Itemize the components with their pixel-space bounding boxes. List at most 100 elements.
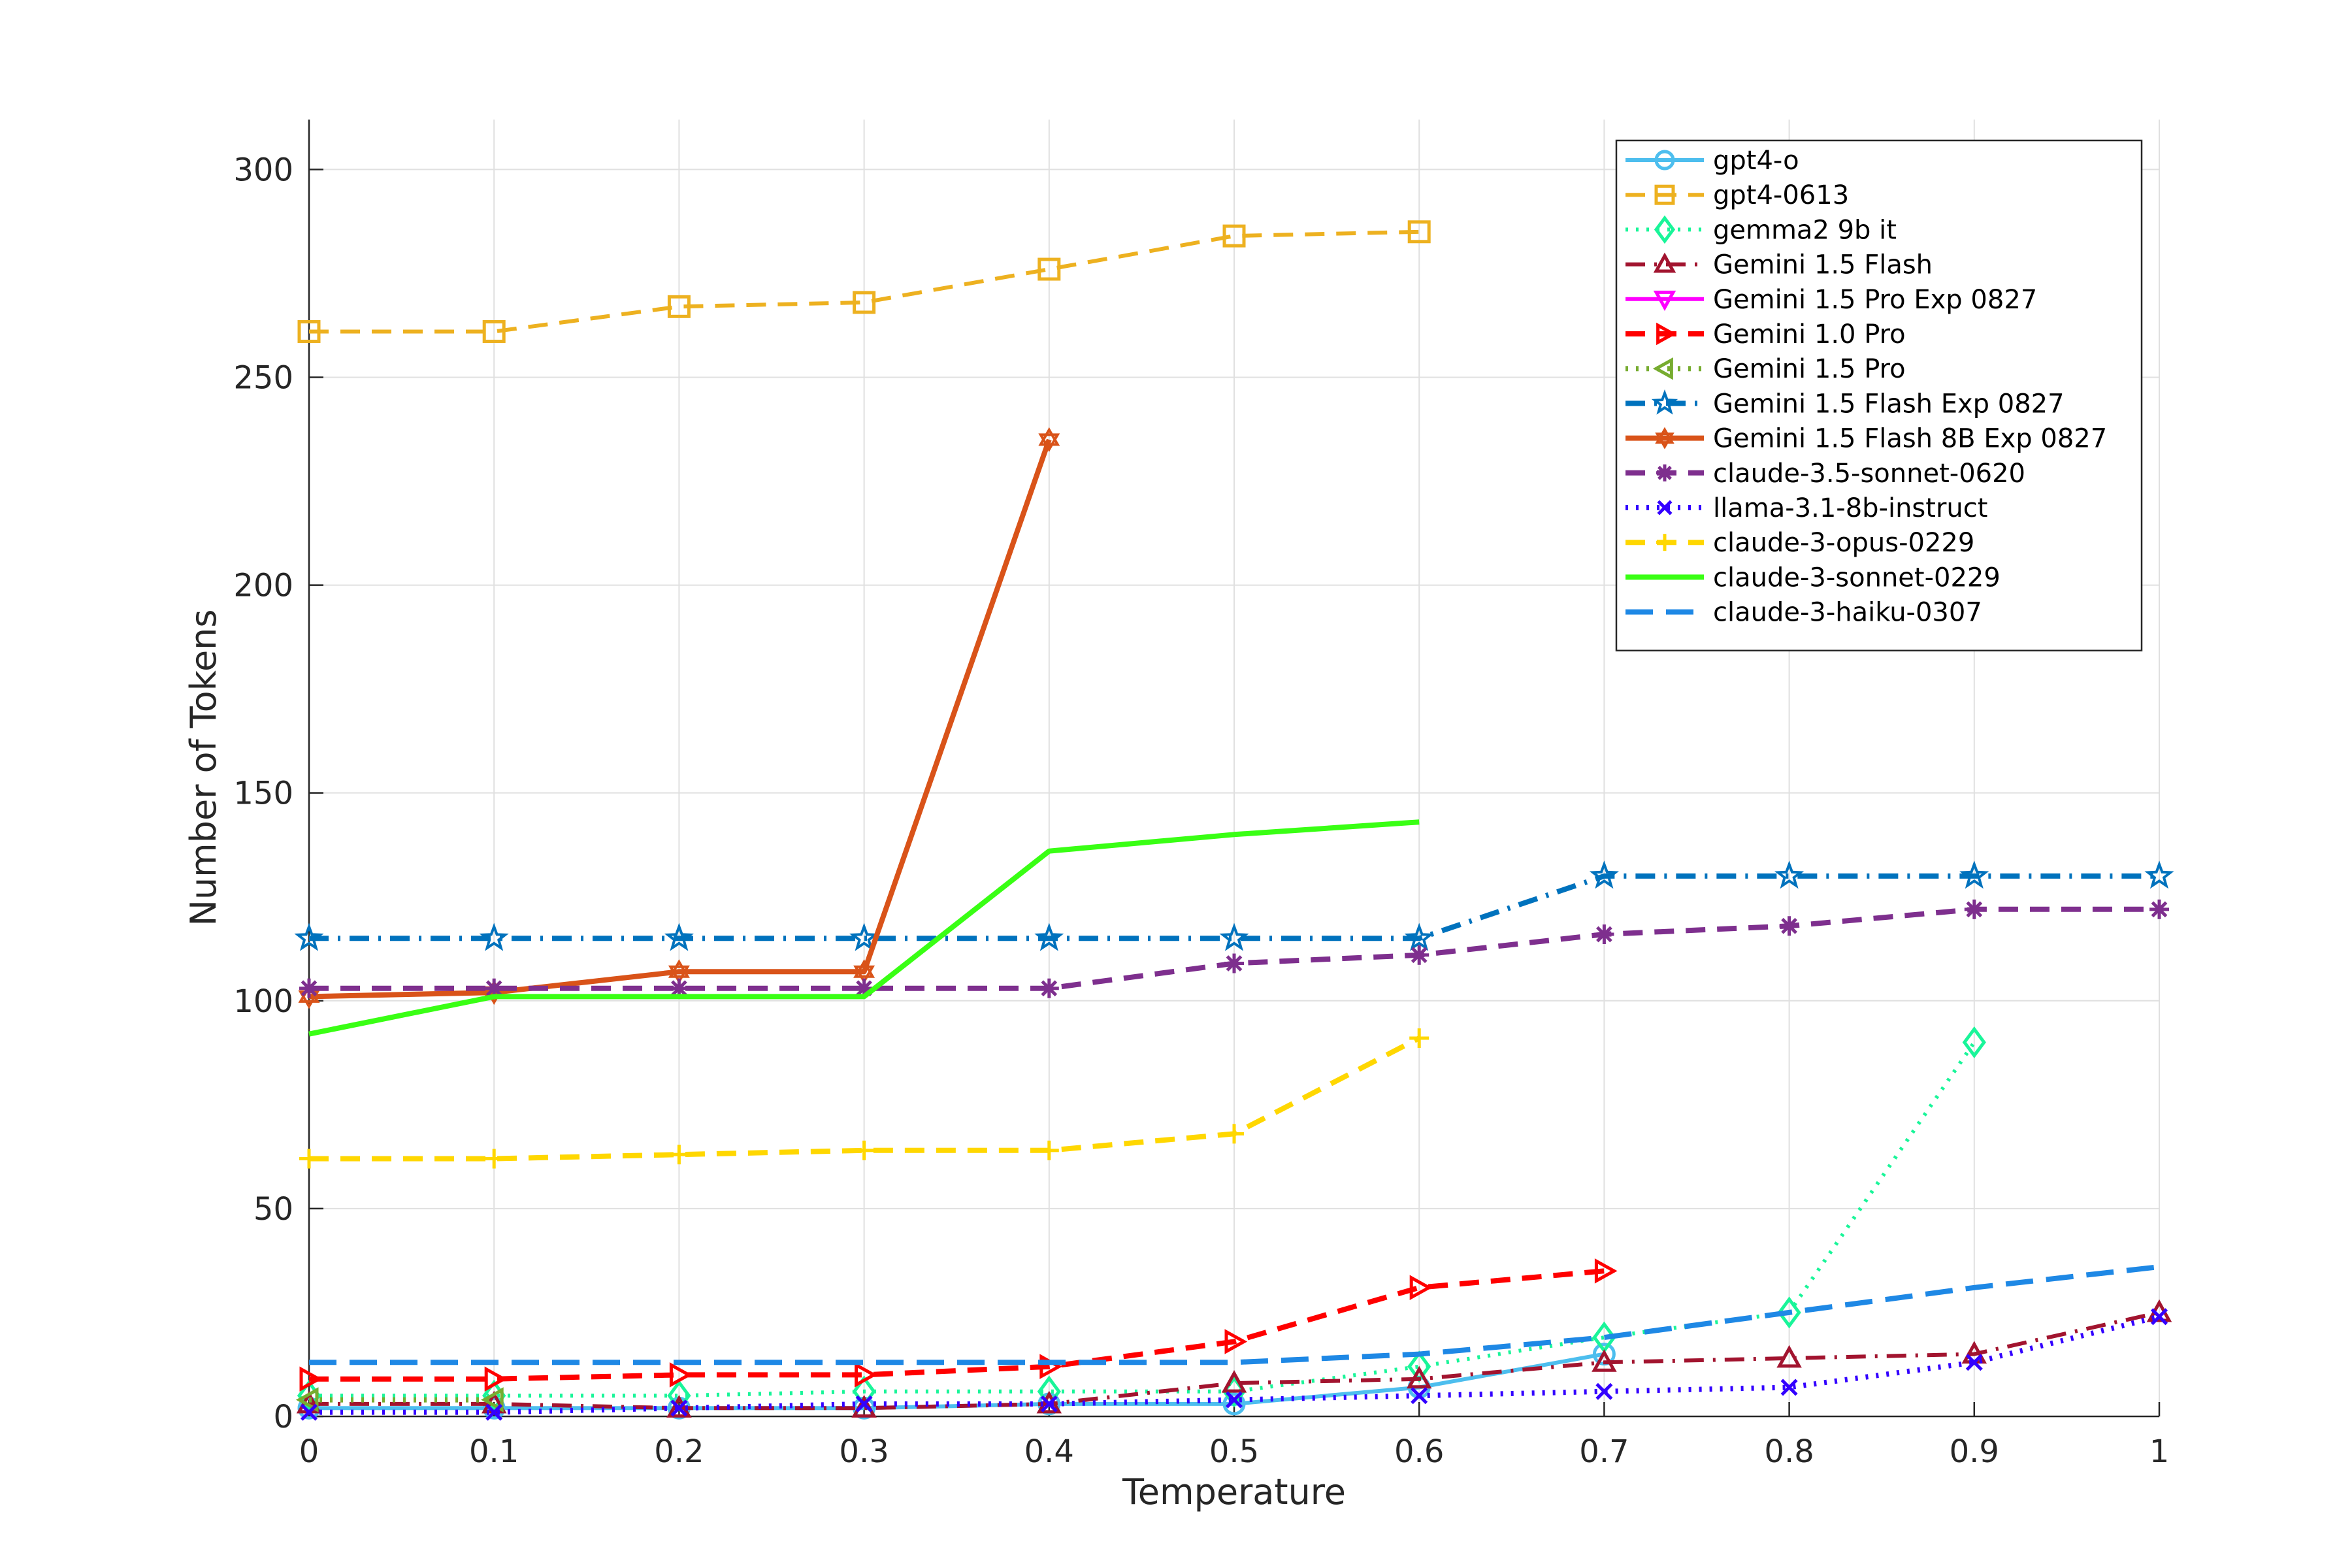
data-point-marker <box>299 1149 319 1169</box>
series-line <box>309 1264 2160 1365</box>
data-point-marker <box>1224 1329 1248 1354</box>
hexagram-part <box>1038 427 1060 446</box>
legend-label: claude-3-haiku-0307 <box>1713 598 1982 628</box>
data-point-marker <box>299 1366 323 1392</box>
data-point-marker <box>295 1387 319 1413</box>
y-tick-label: 300 <box>233 152 293 188</box>
data-point-marker <box>853 959 875 985</box>
x-tick-label: 0 <box>299 1433 319 1470</box>
data-point-marker <box>1592 1349 1617 1372</box>
series-gemini-1-0-pro <box>299 1258 1618 1392</box>
data-point-marker <box>1224 953 1244 973</box>
data-point-marker <box>849 923 879 951</box>
asterisk-stroke <box>1966 901 1983 918</box>
asterisk-stroke <box>1658 465 1672 480</box>
data-point-marker <box>1406 1365 1432 1389</box>
data-point-marker <box>1409 1275 1433 1301</box>
data-point-marker <box>1407 220 1431 244</box>
data-point-marker <box>667 295 691 318</box>
data-point-marker <box>1965 1354 1983 1371</box>
x-stroke <box>1780 1379 1798 1396</box>
x-tick-label: 0.2 <box>654 1433 704 1470</box>
data-point-marker <box>1594 924 1614 944</box>
data-point-marker <box>1656 322 1677 346</box>
data-point-marker <box>1038 427 1060 452</box>
series-gemini-1-5-flash-exp-0827 <box>294 860 2174 951</box>
x-tick-label: 0.4 <box>1024 1433 1074 1470</box>
legend-entry: llama-3.1-8b-instruct <box>1625 493 1987 523</box>
legend-label: Gemini 1.5 Flash <box>1713 250 1933 280</box>
x-stroke <box>1965 1354 1983 1371</box>
data-point-marker <box>1654 184 1675 205</box>
data-point-marker <box>1595 1382 1613 1400</box>
asterisk-stroke <box>856 980 872 997</box>
data-point-marker <box>1409 945 1429 965</box>
data-point-marker <box>1594 1258 1618 1284</box>
legend-entry: claude-3-opus-0229 <box>1625 528 1974 558</box>
data-point-marker <box>485 1403 503 1421</box>
x-tick-label: 0.7 <box>1579 1433 1629 1470</box>
x-tick-label: 0.9 <box>1950 1433 1999 1470</box>
data-point-marker <box>2149 899 2169 919</box>
hexagram-part <box>668 965 690 985</box>
data-point-marker <box>668 959 690 985</box>
series-claude-3-5-sonnet-0620 <box>299 899 2169 998</box>
legend-box <box>1615 139 2143 652</box>
series-gemini-1-5-pro <box>295 1387 504 1413</box>
data-point-marker <box>484 1366 508 1392</box>
x-stroke <box>300 1403 318 1421</box>
data-point-marker <box>854 1140 874 1160</box>
series-gpt4-0613 <box>297 220 1431 343</box>
data-point-marker <box>855 1395 873 1413</box>
asterisk-stroke <box>1596 926 1612 943</box>
legend-label: claude-3-sonnet-0229 <box>1713 563 2001 593</box>
asterisk-stroke <box>671 980 687 997</box>
legend-entry: Gemini 1.5 Flash 8B Exp 0827 <box>1625 424 2107 454</box>
data-point-marker <box>1411 1387 1428 1405</box>
series-claude-3-opus-0229 <box>299 1028 1429 1169</box>
hexagram-part <box>853 959 875 978</box>
data-point-marker <box>1654 215 1676 244</box>
data-point-marker <box>1224 1124 1244 1144</box>
data-point-marker <box>1404 923 1434 951</box>
legend-label: Gemini 1.0 Pro <box>1713 319 1906 350</box>
hexagram-part <box>1655 427 1674 444</box>
data-point-marker <box>1037 257 1061 281</box>
x-stroke <box>1595 1382 1613 1400</box>
data-point-marker <box>484 1149 504 1169</box>
data-point-marker <box>670 1399 688 1417</box>
data-point-marker <box>664 923 694 951</box>
series-line <box>309 1310 2160 1411</box>
x-axis-label: Temperature <box>1122 1471 1346 1512</box>
x-stroke <box>1657 500 1673 515</box>
tick-labels: 0 0.1 0.2 0.3 0.4 0.5 0.6 0.7 0.8 0.9 1 0 50 100 150 20… <box>233 152 2169 1470</box>
legend-label: claude-3-opus-0229 <box>1713 528 1974 558</box>
hexagram-part <box>853 965 875 985</box>
series-line <box>309 873 2159 941</box>
legend-label: claude-3.5-sonnet-0620 <box>1713 459 2025 489</box>
x-stroke <box>1040 1395 1058 1413</box>
data-point-marker <box>1040 1395 1058 1413</box>
y-axis-label: Number of Tokens <box>183 609 224 926</box>
y-tick-label: 200 <box>233 568 293 604</box>
legend-entry: gpt4-0613 <box>1625 180 1849 210</box>
legend-label: gpt4-0613 <box>1713 180 1849 210</box>
data-point-marker <box>2150 1308 2168 1326</box>
data-point-marker <box>1651 389 1678 415</box>
legend-entry: claude-3-sonnet-0229 <box>1625 563 2001 593</box>
data-point-marker <box>1654 150 1675 171</box>
legend-label: gemma2 9b it <box>1713 215 1897 245</box>
data-point-marker <box>2144 860 2174 889</box>
data-point-marker <box>1039 1140 1059 1160</box>
legend-entry: Gemini 1.5 Flash <box>1625 250 1933 280</box>
legend-label: llama-3.1-8b-instruct <box>1713 493 1987 523</box>
data-point-marker <box>1225 1391 1243 1409</box>
data-point-marker <box>855 1362 877 1388</box>
legend: gpt4-o gpt4-0613 gemma2 9b it Gemini 1.5 Fl… <box>1615 139 2143 652</box>
x-tick-label: 0.6 <box>1394 1433 1444 1470</box>
y-tick-label: 50 <box>253 1191 293 1228</box>
legend-entry: Gemini 1.5 Pro <box>1625 354 1906 384</box>
series-claude-3-sonnet-0229 <box>308 819 1420 1037</box>
legend-entry: claude-3-haiku-0307 <box>1625 598 1982 628</box>
data-point-marker <box>1656 464 1673 482</box>
